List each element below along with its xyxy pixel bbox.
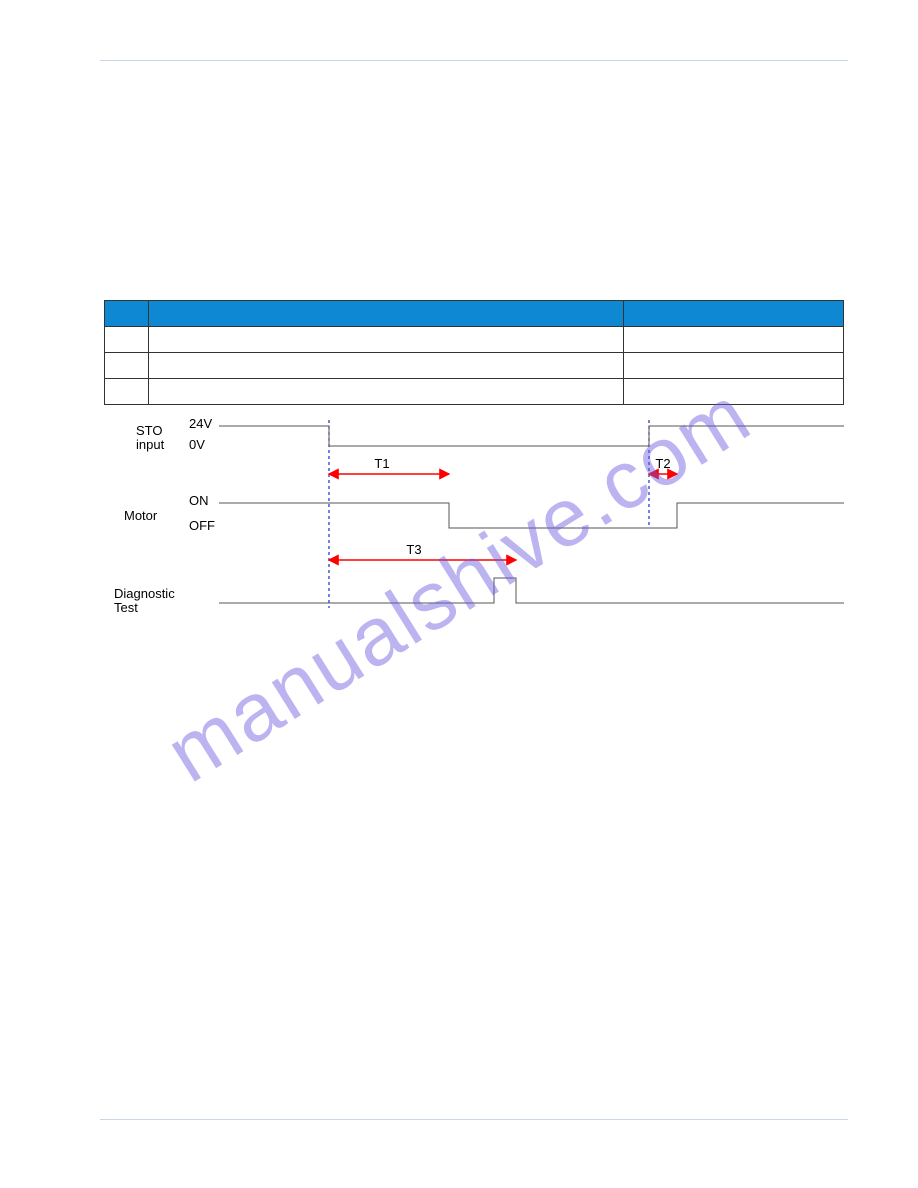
t3-label: T3 <box>406 542 421 557</box>
bottom-rule <box>100 1119 848 1120</box>
motor-trace <box>219 503 844 528</box>
timing-spec-table <box>104 300 844 405</box>
t2-label: T2 <box>655 456 670 471</box>
table-cell <box>624 353 844 379</box>
sto-low-label: 0V <box>189 437 205 452</box>
motor-label: Motor <box>124 508 158 523</box>
table-header-col2 <box>148 301 623 327</box>
motor-off-label: OFF <box>189 518 215 533</box>
diagnostic-label-line1: Diagnostic <box>114 586 175 601</box>
dimension-t2: T2 <box>649 456 677 474</box>
table-cell <box>105 327 149 353</box>
signal-motor: Motor ON OFF <box>124 493 844 533</box>
reference-lines <box>329 420 649 608</box>
table-header-col1 <box>105 301 149 327</box>
table-cell <box>624 327 844 353</box>
sto-input-label-line1: STO <box>136 423 163 438</box>
diagnostic-label-line2: Test <box>114 600 138 615</box>
table-row <box>105 353 844 379</box>
signal-sto-input: STO input 24V 0V <box>136 416 844 452</box>
table-cell <box>624 379 844 405</box>
top-rule <box>100 60 848 61</box>
timing-diagram: STO input 24V 0V Motor ON OFF Diagnostic… <box>104 408 844 628</box>
t1-label: T1 <box>374 456 389 471</box>
table-header-row <box>105 301 844 327</box>
table-cell <box>148 379 623 405</box>
sto-input-label-line2: input <box>136 437 165 452</box>
table-cell <box>105 379 149 405</box>
dimension-t3: T3 <box>329 542 516 560</box>
table-row <box>105 379 844 405</box>
sto-input-trace <box>219 426 844 446</box>
dimension-t1: T1 <box>329 456 449 474</box>
motor-on-label: ON <box>189 493 209 508</box>
table-cell <box>148 327 623 353</box>
signal-diagnostic-test: Diagnostic Test <box>114 578 844 615</box>
table-cell <box>105 353 149 379</box>
table-cell <box>148 353 623 379</box>
diagnostic-trace <box>219 578 844 603</box>
table-header-col3 <box>624 301 844 327</box>
table-row <box>105 327 844 353</box>
sto-high-label: 24V <box>189 416 212 431</box>
